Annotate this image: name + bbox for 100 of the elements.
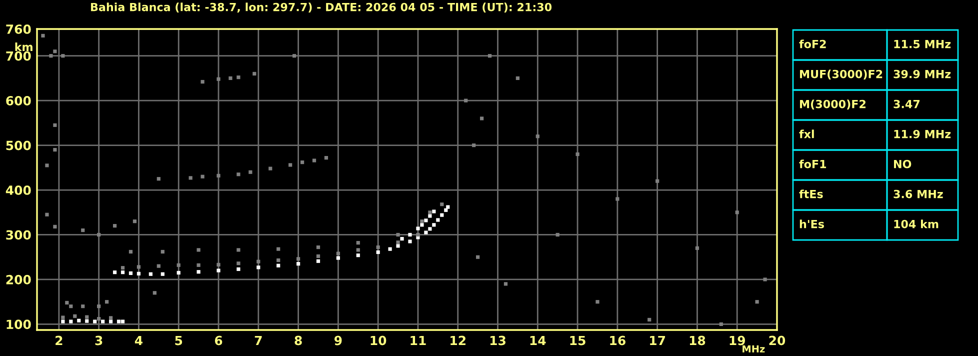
point [53, 224, 57, 228]
point [53, 148, 57, 152]
point [428, 227, 432, 231]
x-tick-label: 19 [730, 336, 746, 346]
text: 104 km [894, 220, 938, 228]
point [252, 72, 256, 76]
y-axis-title: km [15, 42, 32, 51]
point [236, 172, 240, 176]
text: foF1 [799, 160, 826, 168]
y-tick-label: 300 [6, 230, 31, 240]
point [156, 264, 160, 268]
point [576, 152, 580, 156]
point [536, 134, 540, 138]
point [61, 320, 65, 324]
point [97, 317, 101, 321]
point [53, 50, 57, 54]
point [196, 263, 200, 267]
point [763, 278, 767, 282]
y-tick-label: 600 [6, 96, 31, 106]
point [53, 123, 57, 127]
point [416, 232, 420, 237]
point [408, 240, 412, 244]
point [228, 76, 232, 80]
x-tick-label: 5 [175, 336, 182, 346]
text: 11.9 MHz [894, 130, 951, 138]
point [719, 322, 723, 326]
text: foF2 [799, 40, 826, 48]
text: h'Es [800, 220, 824, 228]
point [276, 247, 280, 251]
point [85, 319, 89, 323]
point [432, 210, 436, 214]
point [312, 158, 316, 162]
point [85, 315, 89, 319]
point [216, 77, 220, 81]
point [436, 218, 440, 222]
point [316, 259, 320, 263]
point [108, 316, 113, 320]
point [656, 179, 660, 183]
text: ftEs [799, 190, 823, 198]
text: fxl [799, 130, 814, 138]
point [236, 267, 240, 271]
point [101, 320, 105, 324]
x-tick-label: 4 [134, 336, 142, 346]
point [428, 214, 432, 218]
x-tick-label: 20 [769, 336, 786, 346]
point [128, 250, 133, 254]
point [324, 156, 328, 160]
point [148, 272, 152, 276]
point [97, 304, 101, 308]
point [432, 223, 436, 227]
point [400, 236, 404, 241]
point [428, 210, 432, 214]
point [45, 212, 49, 216]
point [336, 256, 340, 260]
point [112, 224, 117, 228]
point [296, 257, 300, 261]
point [256, 266, 260, 270]
y-tick-label: 760 [6, 24, 31, 34]
point [216, 174, 220, 178]
y-tick-label: 200 [6, 274, 31, 284]
chart-title: Bahia Blanca (lat: -38.7, lon: 297.7) - DATE: 2026 04 05 - TIME (UT): 21:30 [91, 2, 552, 13]
point [424, 218, 428, 222]
point [136, 272, 141, 276]
point [81, 304, 85, 308]
point [77, 318, 81, 322]
point [49, 54, 53, 58]
point [81, 228, 85, 232]
point [356, 254, 360, 258]
text: M(3000)F2 [800, 100, 866, 110]
point [292, 54, 296, 58]
point [200, 174, 204, 178]
y-tick-label: 500 [6, 140, 31, 150]
point [480, 116, 484, 120]
y-tick-label: 400 [6, 185, 31, 195]
point [446, 205, 450, 209]
point [176, 270, 180, 275]
text: NO [894, 160, 912, 168]
point [396, 232, 400, 237]
x-tick-label: 8 [294, 336, 302, 346]
x-tick-label: 13 [490, 336, 506, 346]
x-tick-label: 17 [650, 336, 666, 346]
point [268, 166, 272, 170]
x-axis-title: MHz [742, 345, 765, 352]
point [296, 262, 300, 266]
point [176, 263, 180, 267]
point [152, 291, 156, 295]
text: MUF(3000)F2 [800, 70, 882, 80]
point [196, 248, 200, 252]
point [396, 240, 400, 244]
point [440, 213, 444, 217]
point [316, 245, 320, 250]
point [424, 230, 428, 234]
point [112, 270, 117, 274]
point [648, 318, 652, 322]
point [156, 177, 160, 181]
point [65, 300, 69, 305]
point [556, 232, 560, 237]
point [356, 240, 360, 245]
x-tick-label: 10 [370, 336, 386, 346]
point [128, 271, 133, 276]
